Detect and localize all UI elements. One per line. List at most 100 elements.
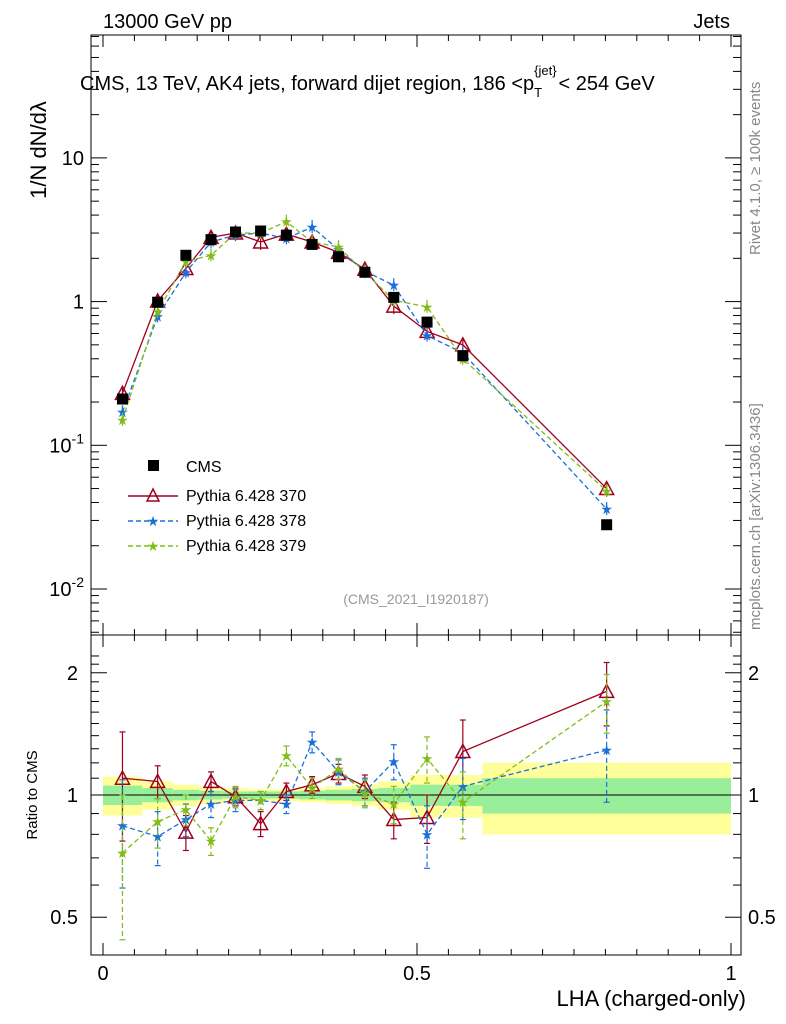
mcplots-label: mcplots.cern.ch [arXiv:1306.3436] — [747, 403, 764, 630]
series-point-ratio — [385, 810, 403, 827]
y-tick-label-main: 10-2 — [49, 574, 84, 601]
category-label: Jets — [693, 11, 730, 33]
cms-data-point — [255, 225, 267, 237]
cms-data-point — [457, 350, 469, 362]
legend-379-label: Pythia 6.428 379 — [186, 538, 306, 555]
legend-379-marker: ★ — [147, 538, 160, 554]
series-point-main: ★ — [332, 239, 345, 255]
series-point-ratio: ★ — [457, 794, 470, 810]
series-line-main — [121, 220, 608, 492]
series-point-ratio: ★ — [229, 789, 242, 805]
y-tick-label-ratio: 0.5 — [50, 907, 78, 929]
series-point-ratio: ★ — [180, 802, 193, 818]
cms-data-point — [601, 519, 613, 531]
tick-base: 10 — [49, 579, 71, 601]
series-point-ratio: ★ — [205, 833, 218, 849]
series-point-main: ★ — [600, 501, 613, 517]
series-line-ratio — [122, 700, 608, 854]
cms-data-point — [333, 251, 344, 263]
legend: CMS Pythia 6.428 370 ★ Pythia 6.428 378 … — [128, 459, 306, 555]
legend-cms-marker — [148, 460, 159, 471]
series-point-ratio — [598, 682, 615, 699]
series-point-ratio: ★ — [280, 796, 293, 812]
series-point-main: ★ — [421, 299, 434, 315]
x-tick-label: 1 — [725, 963, 736, 985]
series-point-ratio: ★ — [421, 750, 434, 766]
title-sub: T — [534, 85, 542, 100]
legend-378-marker: ★ — [147, 513, 160, 529]
y-tick-label-ratio-right: 0.5 — [748, 907, 776, 929]
energy-label: 13000 GeV pp — [103, 11, 232, 33]
series-point-ratio: ★ — [387, 796, 400, 812]
series-point-ratio: ★ — [151, 814, 164, 830]
cms-data-point — [306, 238, 318, 250]
series-point-ratio — [454, 742, 472, 759]
y-tick-label-ratio-right: 2 — [748, 663, 759, 685]
legend-cms-label: CMS — [186, 459, 222, 476]
series-point-main: ★ — [116, 404, 129, 420]
title-sup: {jet} — [534, 63, 557, 78]
cms-data-point — [359, 266, 371, 278]
series-point-ratio: ★ — [254, 792, 267, 808]
series-point-ratio — [202, 772, 220, 789]
cms-data-point — [180, 249, 192, 261]
series-point-ratio: ★ — [457, 778, 470, 794]
series-point-ratio: ★ — [421, 826, 434, 842]
y-tick-label-ratio: 1 — [67, 785, 78, 807]
legend-370-marker — [145, 487, 161, 502]
rivet-label: Rivet 4.1.0, ≥ 100k events — [747, 82, 764, 255]
y-tick-label-main: 10 — [62, 148, 84, 170]
series-point-main — [385, 297, 403, 313]
series-point-ratio: ★ — [116, 845, 129, 861]
y-axis-label-text: 1/N dN/dλ — [26, 101, 51, 199]
series-line-ratio — [122, 690, 607, 834]
legend-370-label: Pythia 6.428 370 — [186, 488, 306, 505]
cms-data-point — [388, 291, 400, 303]
series-point-ratio: ★ — [332, 764, 345, 780]
analysis-id: (CMS_2021_I1920187) — [343, 591, 489, 607]
y-tick-label-main: 10-1 — [49, 430, 84, 457]
series-point-ratio — [149, 772, 166, 789]
tick-exponent: -1 — [72, 430, 85, 446]
chart-title: CMS, 13 TeV, AK4 jets, forward dijet reg… — [80, 63, 655, 100]
series-point-ratio: ★ — [205, 796, 218, 812]
legend-378-label: Pythia 6.428 378 — [186, 513, 306, 530]
series-point-ratio — [252, 815, 269, 831]
series-point-main — [252, 233, 269, 249]
title-end: < 254 GeV — [559, 73, 656, 95]
series-point-ratio: ★ — [387, 753, 400, 769]
series-point-ratio: ★ — [600, 693, 613, 709]
x-axis-label: LHA (charged-only) — [556, 986, 746, 1011]
cms-data-point — [205, 234, 217, 246]
series-point-ratio: ★ — [306, 734, 319, 750]
series-point-main: ★ — [151, 304, 164, 320]
y-tick-label-main: 1 — [73, 292, 84, 314]
series-point-ratio: ★ — [229, 792, 242, 808]
series-point-main: ★ — [280, 214, 293, 230]
tick-base: 10 — [49, 435, 71, 457]
series-point-ratio: ★ — [306, 780, 319, 796]
cms-data-point — [116, 393, 128, 405]
cms-data-point — [152, 296, 164, 308]
y-axis-label-main: 1/N dN/dλ — [26, 101, 51, 199]
series-line-main — [121, 226, 608, 510]
cms-data-point — [280, 229, 292, 241]
x-tick-label: 0.5 — [403, 963, 431, 985]
series-point-ratio: ★ — [280, 748, 293, 764]
series-point-main: ★ — [116, 412, 129, 428]
series-point-ratio: ★ — [116, 818, 129, 834]
series-point-main: ★ — [600, 483, 613, 499]
series-point-ratio: ★ — [332, 761, 345, 777]
series-point-ratio: ★ — [359, 785, 372, 801]
tick-exponent: -2 — [72, 574, 85, 590]
series-point-main: ★ — [205, 247, 218, 263]
series-point-ratio — [177, 823, 195, 839]
cms-data-point — [421, 316, 433, 328]
y-axis-label-ratio: Ratio to CMS — [24, 750, 41, 839]
series-line-ratio — [122, 740, 607, 838]
cms-data-point — [230, 226, 242, 238]
y-tick-label-ratio-right: 1 — [748, 785, 759, 807]
series-point-main: ★ — [387, 277, 400, 293]
series-point-ratio: ★ — [600, 742, 613, 758]
